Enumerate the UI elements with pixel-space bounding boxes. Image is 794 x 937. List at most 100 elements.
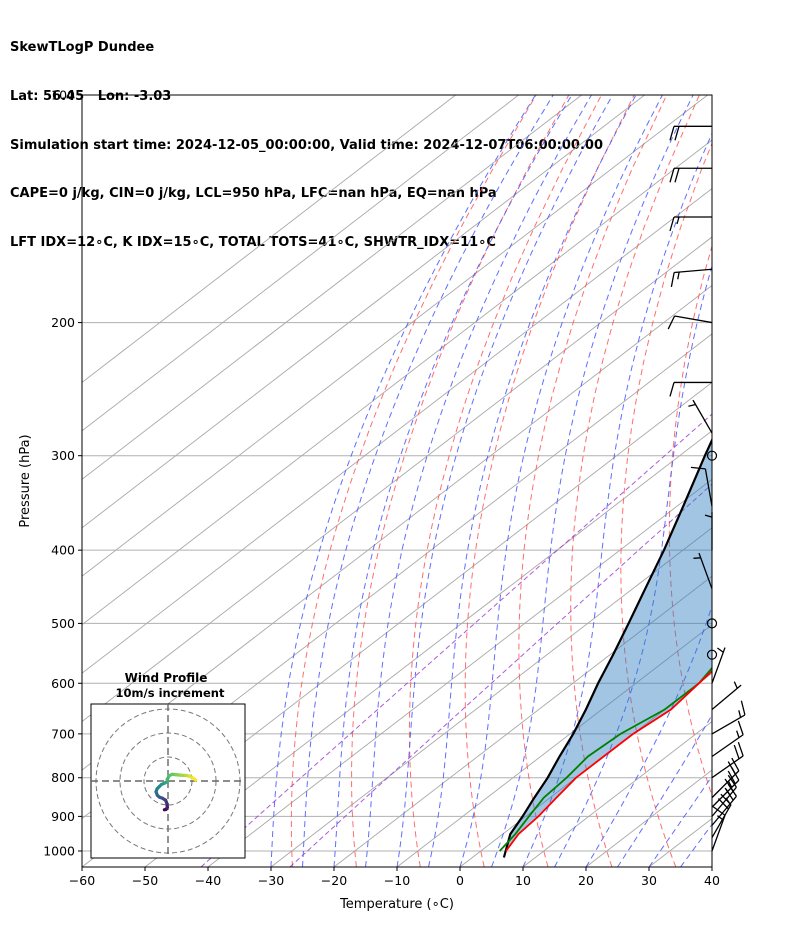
- wind-barb-staff: [692, 399, 713, 434]
- moist-adiabat: [333, 95, 573, 867]
- wind-barb: [669, 381, 712, 397]
- y-tick-label: 300: [51, 448, 75, 463]
- dry-adiabat: [668, 244, 712, 798]
- wind-barb-calm: [706, 450, 718, 461]
- dry-adiabat: [762, 95, 794, 867]
- cape-fill-layer: [503, 440, 712, 858]
- wind-barb-full: [669, 126, 675, 141]
- moist-adiabat: [396, 95, 614, 867]
- isotherm-gridline: [207, 478, 712, 867]
- y-axis-label: Pressure (hPa): [18, 434, 33, 527]
- dry-adiabat: [351, 95, 570, 867]
- wind-barb-full: [667, 315, 676, 330]
- moist-adiabat: [585, 604, 712, 867]
- y-tick-label: 900: [51, 809, 75, 824]
- x-tick-label: 30: [641, 873, 657, 888]
- isotherm-gridline: [82, 95, 645, 529]
- title-line-location: Lat: 56.45 Lon: -3.03: [10, 89, 172, 104]
- y-tick-label: 400: [51, 543, 75, 558]
- wind-barb: [711, 681, 742, 711]
- moist-adiabat: [428, 95, 637, 867]
- moist-adiabat: [270, 95, 536, 867]
- dry-adiabat: [290, 95, 537, 867]
- x-tick-label: −10: [384, 873, 410, 888]
- x-tick-label: −50: [132, 873, 158, 888]
- wind-barb-staff: [711, 804, 732, 838]
- x-tick-label: −40: [195, 873, 221, 888]
- wind-barb-full: [670, 272, 675, 287]
- wind-barb-staff: [711, 714, 746, 735]
- wind-barb-half: [733, 681, 738, 689]
- parcel-profile-line: [502, 437, 712, 858]
- wind-barb-staff: [674, 268, 713, 274]
- y-tick-label: 500: [51, 616, 75, 631]
- y-tick-label: 800: [51, 770, 75, 785]
- isotherm-gridline: [82, 95, 519, 432]
- wind-barb-half: [693, 557, 701, 559]
- title-line-station: SkewTLogP Dundee: [10, 40, 155, 56]
- x-tick-label: −60: [69, 873, 95, 888]
- wind-barb-half: [717, 647, 724, 653]
- y-tick-label: 700: [51, 726, 75, 741]
- wind-barb-full: [674, 126, 680, 141]
- wind-barb-staff: [674, 315, 713, 324]
- wind-barb-staff: [711, 734, 744, 758]
- hodograph-subtitle: 10m/s increment: [116, 686, 225, 700]
- moist-adiabat: [522, 132, 712, 867]
- title-line-indices: LFT IDX=12∘C, K IDX=15∘C, TOTAL TOTS=41∘…: [10, 234, 496, 250]
- isotherm-gridline: [82, 236, 712, 723]
- isotherm-gridline: [82, 95, 456, 383]
- wind-barb: [711, 647, 726, 684]
- wind-barb-staff: [711, 755, 744, 779]
- dry-adiabat: [408, 95, 602, 867]
- wind-barb-staff: [704, 468, 713, 507]
- wind-barb-full: [731, 757, 740, 772]
- isotherm-gridline: [585, 769, 712, 867]
- wind-barb-full: [669, 168, 675, 183]
- series-layer: [499, 437, 712, 858]
- mixing-ratio-line: [289, 483, 712, 867]
- x-tick-label: 0: [456, 873, 464, 888]
- wind-barb-full: [740, 700, 746, 716]
- hodograph: [90, 703, 246, 859]
- wind-barb: [688, 399, 713, 434]
- title-line-cape: CAPE=0 j/kg, CIN=0 j/kg, LCL=950 hPa, LF…: [10, 186, 497, 202]
- wind-barb-calm: [706, 618, 718, 629]
- wind-barb-half: [688, 403, 696, 407]
- axis-layer: −60 −50 −40 −30 −20 −10 0 10 20 30 40 100 200 300 400 5…: [43, 88, 720, 889]
- wind-barb-full: [733, 744, 740, 760]
- wind-barb-layer: [667, 125, 746, 852]
- dry-adiabat: [570, 95, 700, 867]
- title-line-time: Simulation start time: 2024-12-05_00:00:…: [10, 137, 603, 153]
- wind-barb-full: [674, 168, 680, 183]
- wind-barb-full: [669, 382, 675, 397]
- grid-layer: [82, 95, 794, 867]
- wind-barb: [711, 741, 744, 779]
- x-axis-label: Temperature (∘C): [339, 897, 454, 912]
- wind-barb-full: [724, 778, 734, 792]
- isotherm-gridline: [82, 95, 708, 577]
- isotherm-gridline: [82, 187, 712, 674]
- wind-barb-half: [677, 271, 680, 280]
- hodograph-plot: [91, 704, 245, 858]
- wind-barb: [669, 125, 712, 141]
- isotherm-gridline: [459, 672, 712, 867]
- isotherm-gridline: [396, 624, 712, 867]
- isotherm-gridline: [144, 430, 712, 867]
- isotherm-gridline: [333, 575, 712, 867]
- chart-title: SkewTLogP Dundee Lat: 56.45 Lon: -3.03 S…: [10, 8, 603, 267]
- isotherm-gridline: [522, 721, 712, 867]
- wind-barb: [711, 720, 744, 758]
- wind-barb-full: [690, 466, 706, 470]
- wind-barb: [669, 216, 712, 232]
- wind-barb-staff: [711, 786, 737, 817]
- wind-barb-staff: [711, 779, 740, 808]
- wind-barb-full: [669, 216, 675, 232]
- wind-barb: [711, 700, 746, 735]
- wind-barb: [667, 315, 713, 330]
- wind-barb-half: [727, 780, 733, 788]
- moist-adiabat: [459, 95, 663, 867]
- y-tick-label: 100: [51, 88, 75, 103]
- x-tick-label: −30: [258, 873, 284, 888]
